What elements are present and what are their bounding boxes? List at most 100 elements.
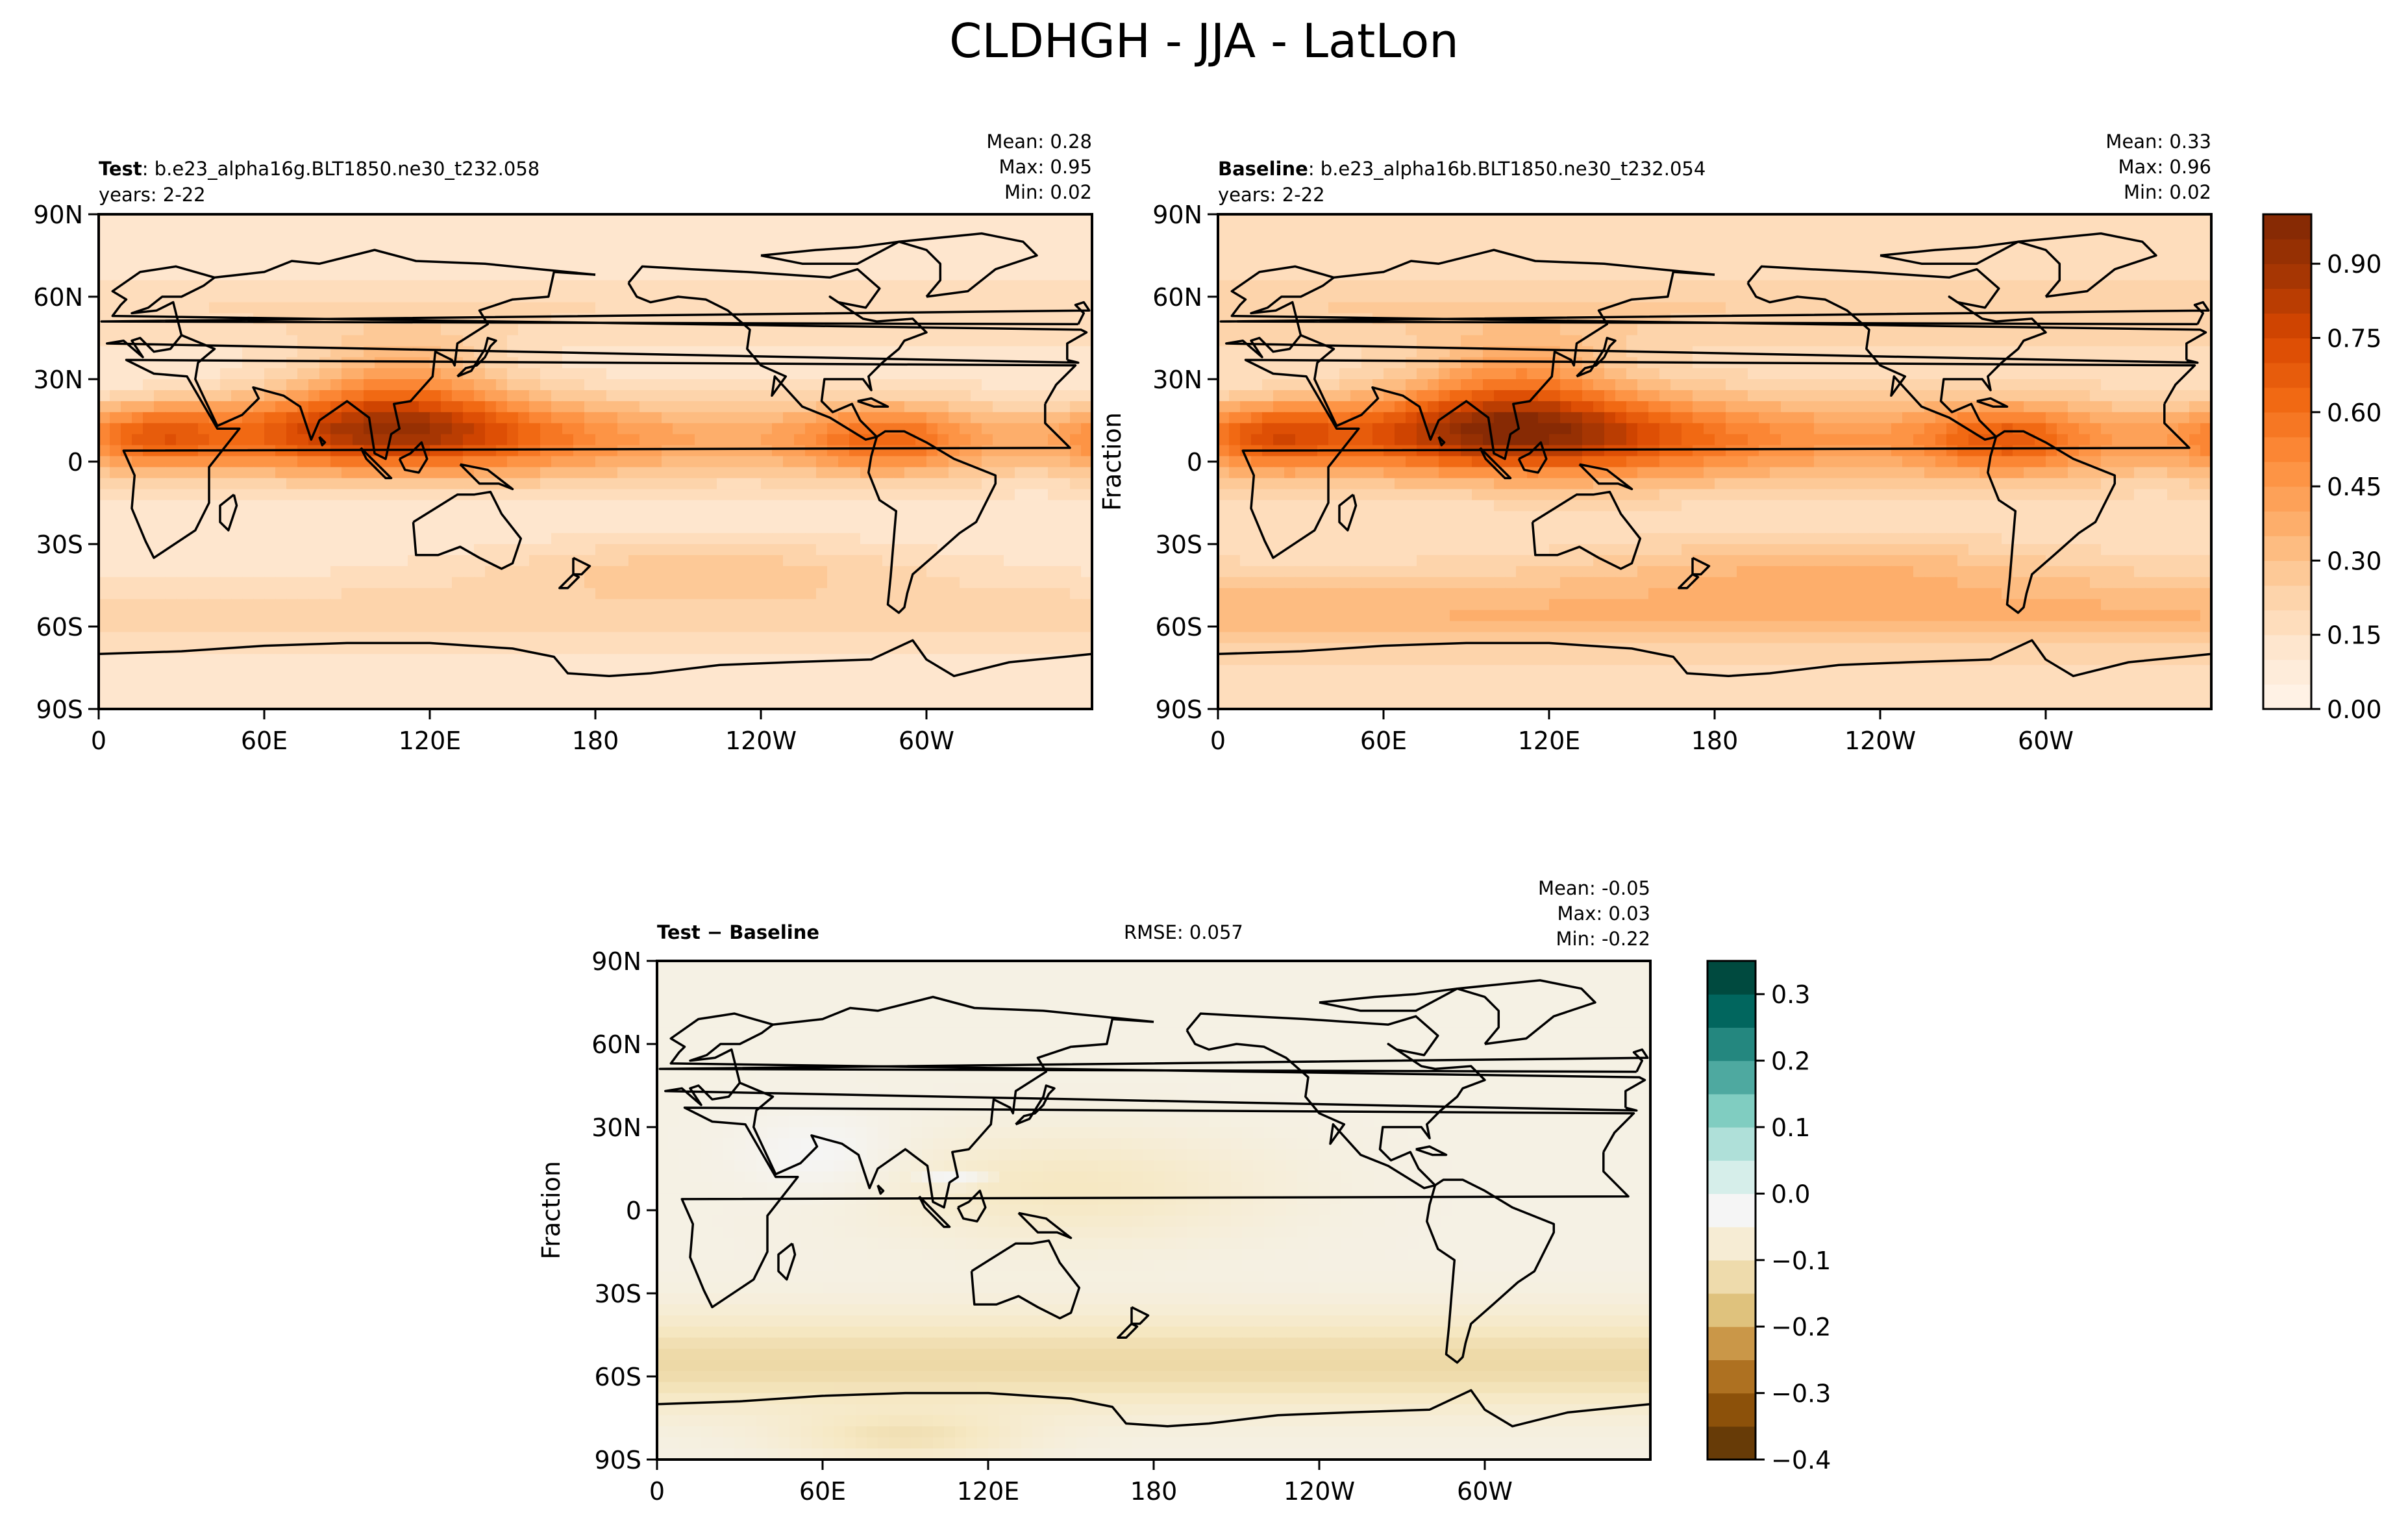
coastline	[1746, 265, 2047, 441]
y-tick-label: 30N	[591, 1113, 641, 1142]
y-tick-label: 90N	[1152, 201, 1202, 229]
colorbar-tick-label: −0.3	[1771, 1380, 1831, 1408]
x-tick-label: 180	[1130, 1477, 1178, 1506]
coastline	[1456, 979, 1596, 1045]
y-axis: 90N 60N 30N 0 30S 60S 90S	[33, 201, 99, 724]
x-tick-label: 120W	[1284, 1477, 1355, 1506]
coastline	[1225, 265, 2207, 364]
coastline	[1987, 430, 2116, 614]
y-tick-label: 30S	[36, 530, 83, 559]
coastline	[0, 1050, 654, 1072]
coastline	[1415, 1145, 1448, 1156]
colorbar-level	[2263, 486, 2311, 512]
colorbar-level	[1707, 1326, 1756, 1360]
panel-header: Test: b.e23_alpha16g.BLT1850.ne30_t232.0…	[99, 131, 1092, 206]
y-tick-label: 30N	[1152, 366, 1202, 394]
colorbar-level	[2263, 560, 2311, 586]
y-tick-label: 30N	[33, 366, 83, 394]
colorbar-tick-label: −0.2	[1771, 1313, 1831, 1341]
colorbar-level	[1707, 1127, 1756, 1161]
panel-case-label-bold: Test	[99, 158, 142, 180]
coastline	[956, 1189, 987, 1223]
colorbar-level	[2263, 536, 2311, 561]
coastline	[572, 556, 591, 576]
panel-case-label-bold: Baseline	[1218, 158, 1308, 180]
colorbar-level	[2263, 288, 2311, 314]
colorbar-tick-label: −0.4	[1771, 1446, 1831, 1474]
panel-case-name: : b.e23_alpha16b.BLT1850.ne30_t232.054	[1308, 158, 1706, 180]
coastline	[1576, 336, 1617, 378]
coastline	[106, 265, 1088, 364]
coastline	[1334, 249, 1715, 279]
colorbar-level	[1707, 1293, 1756, 1327]
coastline	[970, 1239, 1081, 1320]
colorbar-level	[1707, 994, 1756, 1028]
y-tick-label: 60N	[1152, 283, 1202, 312]
colorbar-level	[2263, 585, 2311, 611]
coastline	[1531, 490, 1642, 570]
coastlines-baseline	[1218, 232, 2211, 677]
colorbar-level	[1707, 961, 1756, 995]
colorbar-level	[1707, 1226, 1756, 1261]
panel-header: Baseline: b.e23_alpha16b.BLT1850.ne30_t2…	[1218, 131, 2211, 206]
coastline	[1437, 436, 1446, 447]
colorbar-tick-label: 0.60	[2327, 399, 2382, 427]
colorbar-level	[1707, 1193, 1756, 1228]
y-axis-label: Fraction	[1098, 412, 1126, 511]
y-axis: 90N 60N 30N 0 30S 60S 90S	[1152, 201, 1218, 724]
coastline	[0, 266, 93, 362]
colorbar-frame	[2262, 213, 2313, 710]
coastline	[1185, 1012, 1486, 1189]
coastline	[1241, 358, 2196, 559]
field-baseline	[1218, 214, 2211, 709]
colorbar-level	[1707, 1393, 1756, 1427]
colorbar-level	[2263, 264, 2311, 289]
coastlines-difference	[0, 979, 1650, 1428]
x-tick-label: 60W	[1457, 1477, 1513, 1506]
x-tick-label: 120E	[1518, 727, 1581, 755]
colorbar-level	[2263, 362, 2311, 388]
y-tick-label: 30S	[595, 1280, 641, 1308]
panel-case-label: Test − Baseline	[657, 921, 819, 943]
x-tick-label: 0	[1210, 727, 1226, 755]
coastline	[857, 397, 889, 408]
coastline	[918, 1195, 951, 1228]
coastline	[1678, 573, 1700, 590]
coastline	[1976, 397, 2009, 408]
field-test	[99, 214, 1092, 709]
coastline	[1426, 1178, 1556, 1364]
colorbar-tick-label: −0.1	[1771, 1247, 1831, 1275]
colorbar-level	[2263, 338, 2311, 364]
colorbar-tick-label: 0.1	[1771, 1113, 1810, 1142]
colorbar-level	[2263, 610, 2311, 636]
map-panel-baseline: 0 60E 120E 180 120W 60W 90N 60N 30N 0 30S 60S 90S Fra…	[1098, 131, 2213, 755]
x-tick-label: 60W	[899, 727, 954, 755]
x-tick-label: 60E	[799, 1477, 846, 1506]
y-tick-label: 90S	[1156, 695, 1202, 724]
coastline	[398, 441, 428, 474]
coastline	[1219, 301, 2210, 326]
colorbar-level	[2263, 239, 2311, 264]
coastline	[1479, 447, 1512, 480]
coastline	[627, 265, 928, 441]
x-tick-label: 120W	[1844, 727, 1916, 755]
coastline	[360, 447, 393, 480]
colorbar-frame	[1706, 960, 1757, 1461]
coastline	[876, 1184, 885, 1195]
panel-stat-max: Max: 0.95	[999, 156, 1092, 178]
y-tick-label: 60S	[595, 1363, 641, 1391]
colorbar-level	[2263, 214, 2311, 240]
coastline	[99, 639, 1092, 677]
y-tick-label: 60N	[591, 1030, 641, 1059]
colorbar-level	[1707, 1160, 1756, 1194]
colorbar-level	[2263, 684, 2311, 710]
x-tick-label: 0	[649, 1477, 665, 1506]
colorbar-difference: 0.3 0.2 0.1 0.0 −0.1 −0.2 −0.3 −0.4	[1706, 960, 1831, 1474]
colorbar-tick-label: 0.45	[2327, 473, 2382, 501]
colorbar-tick-label: 0.90	[2327, 250, 2382, 279]
coastline	[219, 493, 238, 532]
x-axis: 0 60E 120E 180 120W 60W	[1210, 709, 2074, 755]
coastline	[180, 271, 596, 460]
